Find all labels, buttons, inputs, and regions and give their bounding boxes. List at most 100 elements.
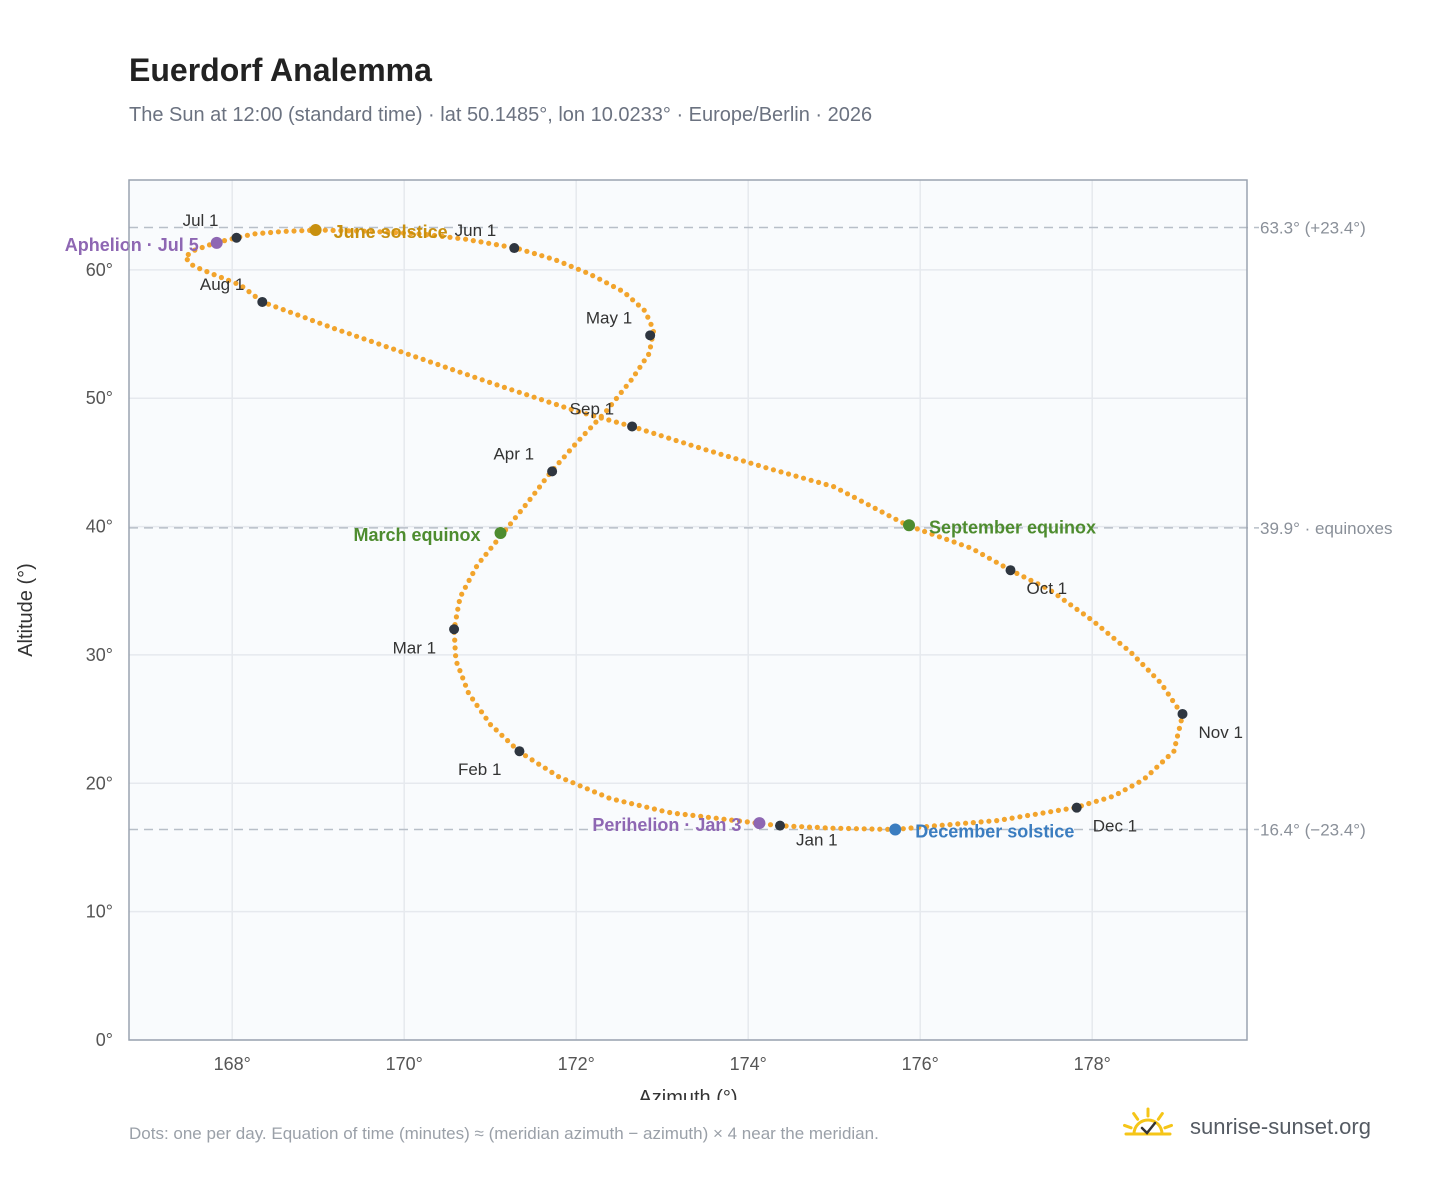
daily-sun-dot <box>955 821 961 827</box>
daily-sun-dot <box>1061 597 1067 603</box>
daily-sun-dot <box>346 228 352 234</box>
x-tick-label: 168° <box>214 1054 251 1074</box>
daily-sun-dot <box>1025 812 1031 819</box>
daily-sun-dot <box>478 709 485 715</box>
daily-sun-dot <box>613 395 620 402</box>
daily-sun-dot <box>624 292 630 298</box>
daily-sun-dot <box>260 230 266 236</box>
daily-sun-dot <box>487 379 493 385</box>
daily-sun-dot <box>452 637 458 643</box>
daily-sun-dot <box>1136 779 1142 785</box>
daily-sun-dot <box>582 430 588 437</box>
month-label: Apr 1 <box>493 444 534 463</box>
daily-sun-dot <box>338 228 344 234</box>
daily-sun-dot <box>1099 625 1105 631</box>
daily-sun-dot <box>1115 790 1121 797</box>
daily-sun-dot <box>561 260 567 266</box>
daily-sun-dot <box>1111 635 1117 641</box>
daily-sun-dot <box>636 802 642 809</box>
check-mark <box>1140 1121 1157 1135</box>
daily-sun-dot <box>865 502 871 508</box>
daily-sun-dot <box>1080 611 1086 617</box>
y-tick-label: 50° <box>86 388 113 408</box>
y-tick-label: 0° <box>96 1030 113 1050</box>
daily-sun-dot <box>916 824 922 830</box>
sun-logo-icon <box>1123 1107 1173 1136</box>
daily-sun-dot <box>635 302 642 308</box>
x-tick-label: 170° <box>386 1054 423 1074</box>
daily-sun-dot <box>1087 615 1093 622</box>
daily-sun-dot <box>1165 691 1171 697</box>
daily-sun-dot <box>385 229 391 235</box>
daily-sun-dot <box>398 349 404 355</box>
daily-sun-dot <box>695 444 702 451</box>
daily-sun-dot <box>1148 770 1154 776</box>
daily-sun-dot <box>522 502 528 509</box>
daily-sun-dot <box>591 789 598 795</box>
daily-sun-dot <box>369 228 375 235</box>
daily-sun-dot <box>346 331 352 337</box>
month-label: Nov 1 <box>1199 723 1243 742</box>
event-label: March equinox <box>353 525 480 545</box>
event-markers: June solstice March equinox September equi… <box>65 222 1096 841</box>
daily-sun-dot <box>1048 809 1054 815</box>
brand-link[interactable]: sunrise-sunset.org <box>1120 1104 1390 1148</box>
daily-sun-dot <box>799 824 805 830</box>
daily-sun-dot <box>632 371 639 377</box>
daily-sun-dot <box>651 806 658 812</box>
y-axis-label: Altitude (°) <box>15 563 37 657</box>
daily-sun-dot <box>376 341 382 347</box>
daily-sun-dot <box>353 228 360 234</box>
daily-sun-dot <box>681 440 687 446</box>
daily-sun-dot <box>493 539 499 545</box>
daily-sun-dot <box>474 702 480 709</box>
daily-sun-dot <box>522 753 529 759</box>
event-label: June solstice <box>334 222 448 242</box>
daily-sun-dot <box>613 797 620 803</box>
daily-sun-dot <box>499 732 505 738</box>
event-marker <box>494 526 507 539</box>
daily-sun-dot <box>816 479 822 485</box>
daily-sun-dot <box>218 274 224 281</box>
daily-sun-dot <box>648 321 654 327</box>
daily-sun-dot <box>190 262 196 268</box>
month-marker <box>645 330 656 341</box>
daily-sun-dot <box>725 453 732 460</box>
daily-sun-dot <box>420 356 426 362</box>
daily-sun-dot <box>568 263 574 269</box>
daily-sun-dot <box>531 394 537 400</box>
daily-sun-dot <box>576 409 582 415</box>
daily-sun-dot <box>527 496 533 502</box>
daily-sun-dot <box>330 227 336 233</box>
daily-sun-dot <box>536 761 542 767</box>
daily-sun-dot <box>416 231 422 237</box>
daily-sun-dot <box>439 233 445 239</box>
sun-ray <box>1163 1123 1173 1130</box>
daily-sun-dot <box>1093 798 1099 804</box>
daily-sun-dot <box>317 320 323 326</box>
month-label: Jul 1 <box>183 211 219 230</box>
daily-sun-dot <box>456 598 462 605</box>
daily-sun-dot <box>597 276 603 282</box>
daily-sun-dot <box>1035 581 1041 587</box>
daily-sun-dot <box>869 826 875 832</box>
x-tick-label: 178° <box>1074 1054 1111 1074</box>
daily-sun-dot <box>453 614 459 620</box>
daily-sun-dot <box>488 545 494 551</box>
reference-line-label: 16.4° (−23.4°) <box>1260 820 1366 839</box>
daily-sun-dot <box>570 780 576 786</box>
daily-sun-dot <box>929 531 935 537</box>
daily-sun-dot <box>583 411 589 417</box>
daily-sun-dot <box>517 509 523 515</box>
daily-sun-dot <box>577 783 583 789</box>
daily-sun-dot <box>674 811 681 817</box>
daily-sun-dot <box>1021 574 1027 580</box>
daily-sun-dot <box>733 456 739 462</box>
daily-sun-dot <box>844 491 851 497</box>
daily-sun-dot <box>252 231 258 237</box>
daily-sun-dot <box>413 354 419 360</box>
daily-sun-dot <box>275 229 281 235</box>
daily-sun-dot <box>846 825 852 832</box>
y-tick-label: 60° <box>86 260 113 280</box>
reference-lines: 63.3° (+23.4°) 39.9° · equinoxes 16.4° (−2… <box>129 218 1393 839</box>
